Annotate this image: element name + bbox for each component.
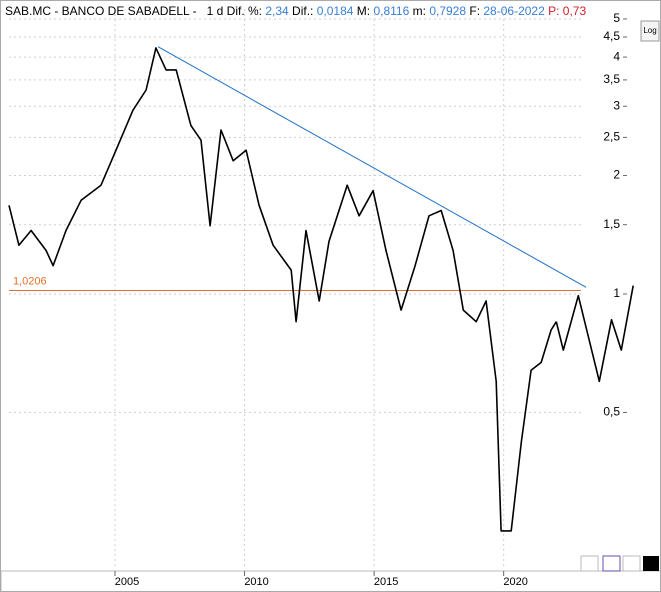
symbol: SAB.MC - BANCO DE SABADELL -	[5, 4, 197, 18]
header: SAB.MC - BANCO DE SABADELL - 1 d Dif. %:…	[5, 4, 639, 18]
label: M:	[356, 4, 371, 18]
y-tick-label: 2	[613, 168, 620, 182]
save-button[interactable]	[602, 555, 621, 572]
value: 0,0184	[316, 4, 354, 18]
value: 0,7928	[429, 4, 467, 18]
label: P:	[548, 4, 560, 18]
x-tick-label: 2005	[115, 576, 139, 588]
label: Dif.:	[292, 4, 314, 18]
x-tick-label: 2010	[244, 576, 268, 588]
time-axis-strip	[1, 570, 660, 591]
y-tick-label: 1	[613, 286, 620, 300]
y-tick-label: 0,5	[603, 405, 620, 419]
value: 0,8116	[373, 4, 410, 18]
y-tick-label: 5	[613, 11, 620, 25]
value: 28-06-2022	[483, 4, 545, 18]
price-line	[8, 47, 557, 532]
color-button[interactable]	[643, 556, 659, 571]
log-button-label[interactable]: Log	[643, 26, 656, 35]
label: Dif. %:	[226, 4, 262, 18]
value: 2,34	[265, 4, 289, 18]
y-tick-label: 2,5	[603, 130, 620, 144]
price-line	[555, 285, 634, 383]
label: m:	[412, 4, 426, 18]
y-tick-label: 3,5	[603, 72, 620, 86]
value: 0,73	[562, 4, 587, 18]
x-tick-label: 2015	[374, 576, 398, 588]
log-button[interactable]	[640, 20, 660, 42]
zoom-button[interactable]	[580, 555, 599, 572]
y-tick-label: 4,5	[603, 29, 620, 43]
period: 1 d	[206, 4, 224, 18]
x-tick-label: 2020	[503, 576, 527, 588]
y-tick-label: 4	[613, 49, 620, 63]
trend-line	[157, 46, 587, 288]
level-label: 1,0206	[13, 275, 47, 287]
export-button[interactable]	[622, 555, 641, 572]
label: F:	[469, 4, 481, 18]
y-tick-label: 1,5	[603, 217, 620, 231]
y-tick-label: 3	[613, 98, 620, 112]
